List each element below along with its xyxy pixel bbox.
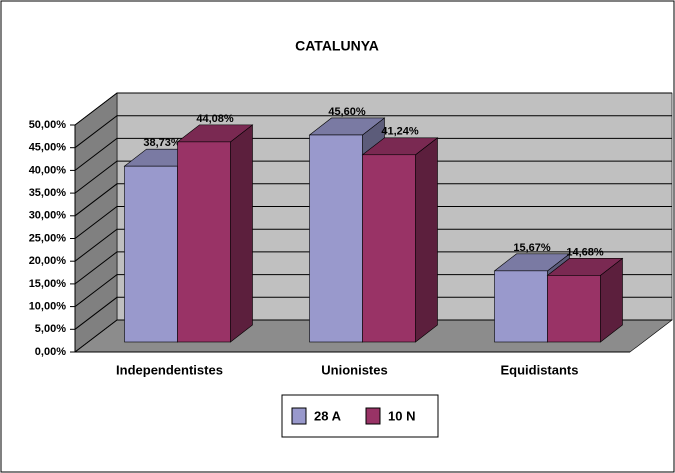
legend-swatch: [365, 407, 381, 425]
grid-line: [74, 160, 672, 194]
y-tick-label: 20,00%: [29, 255, 67, 267]
grid-line: [74, 206, 672, 239]
y-tick-label: 0,00%: [35, 346, 66, 358]
value-label: 14,68%: [566, 246, 604, 258]
grid-line: [74, 296, 672, 330]
grid-line: [74, 228, 672, 262]
y-tick-label: 10,00%: [29, 301, 67, 313]
bar: [177, 141, 231, 343]
x-tick-label: Independentistes: [116, 362, 223, 377]
grid-line: [74, 92, 672, 126]
bar: [547, 275, 601, 343]
grid-line: [74, 251, 672, 285]
value-label: 41,24%: [381, 126, 419, 138]
grid-line: [74, 274, 672, 307]
x-tick-label: Equidistants: [500, 362, 578, 377]
y-tick-label: 15,00%: [29, 278, 67, 290]
bar: [494, 270, 548, 343]
y-tick-label: 50,00%: [29, 119, 67, 131]
legend-label: 28 A: [314, 408, 342, 423]
x-tick-label: Unionistes: [321, 362, 387, 377]
value-label: 44,08%: [196, 113, 234, 125]
y-tick-label: 45,00%: [29, 142, 67, 154]
bar: [124, 165, 178, 343]
legend-label: 10 N: [388, 408, 415, 423]
bar-side: [415, 137, 438, 343]
y-tick-label: 25,00%: [29, 232, 67, 244]
grid-line: [74, 115, 672, 149]
bar-side: [230, 124, 253, 343]
y-tick-label: 35,00%: [29, 187, 67, 199]
legend: [281, 394, 439, 438]
bar: [309, 134, 363, 343]
bar: [362, 154, 416, 343]
value-label: 38,73%: [143, 137, 181, 149]
chart-title: CATALUNYA: [295, 38, 379, 54]
grid-line: [74, 319, 672, 353]
y-tick-label: 40,00%: [29, 164, 67, 176]
grid-line: [74, 183, 672, 217]
y-tick-label: 30,00%: [29, 210, 67, 222]
value-label: 45,60%: [328, 106, 366, 118]
value-label: 15,67%: [513, 242, 551, 254]
legend-swatch: [291, 407, 307, 425]
y-tick-label: 5,00%: [35, 323, 66, 335]
grid-line: [74, 137, 672, 171]
